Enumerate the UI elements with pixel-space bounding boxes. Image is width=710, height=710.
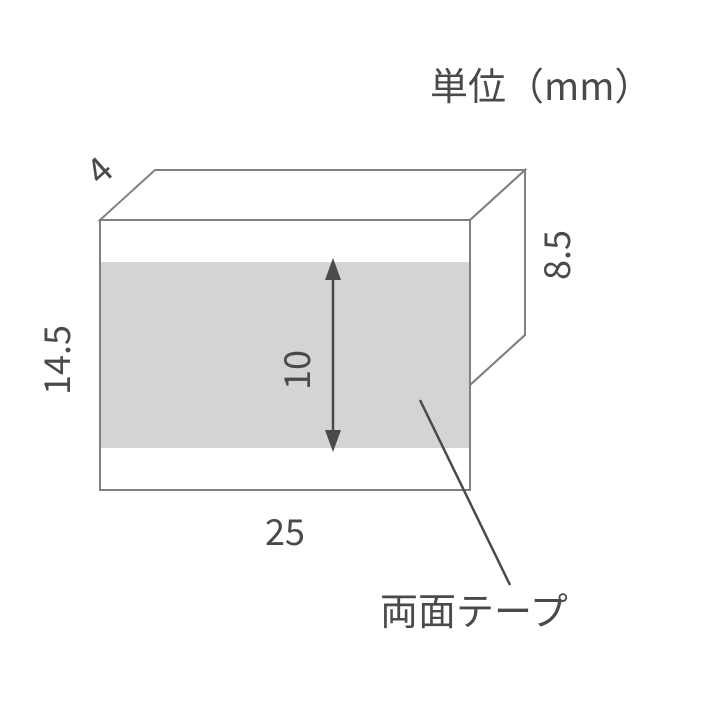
unit-label: 単位（mm）	[430, 56, 652, 111]
dim-depth-value: 4	[73, 143, 123, 195]
dim-tape-height-value: 10	[269, 350, 321, 390]
dim-height-left-value: 14.5	[29, 325, 81, 395]
right-face-bottom-edge	[470, 335, 525, 385]
dim-width-value: 25	[265, 504, 305, 556]
dim-height-right-value: 8.5	[529, 230, 581, 280]
hook-body	[100, 170, 525, 490]
tape-label: 両面テープ	[380, 581, 568, 636]
top-face	[100, 170, 525, 220]
dimension-diagram: 10 4 14.5 8.5 25 単位（mm） 両面テープ	[0, 0, 710, 710]
right-face	[470, 170, 525, 385]
